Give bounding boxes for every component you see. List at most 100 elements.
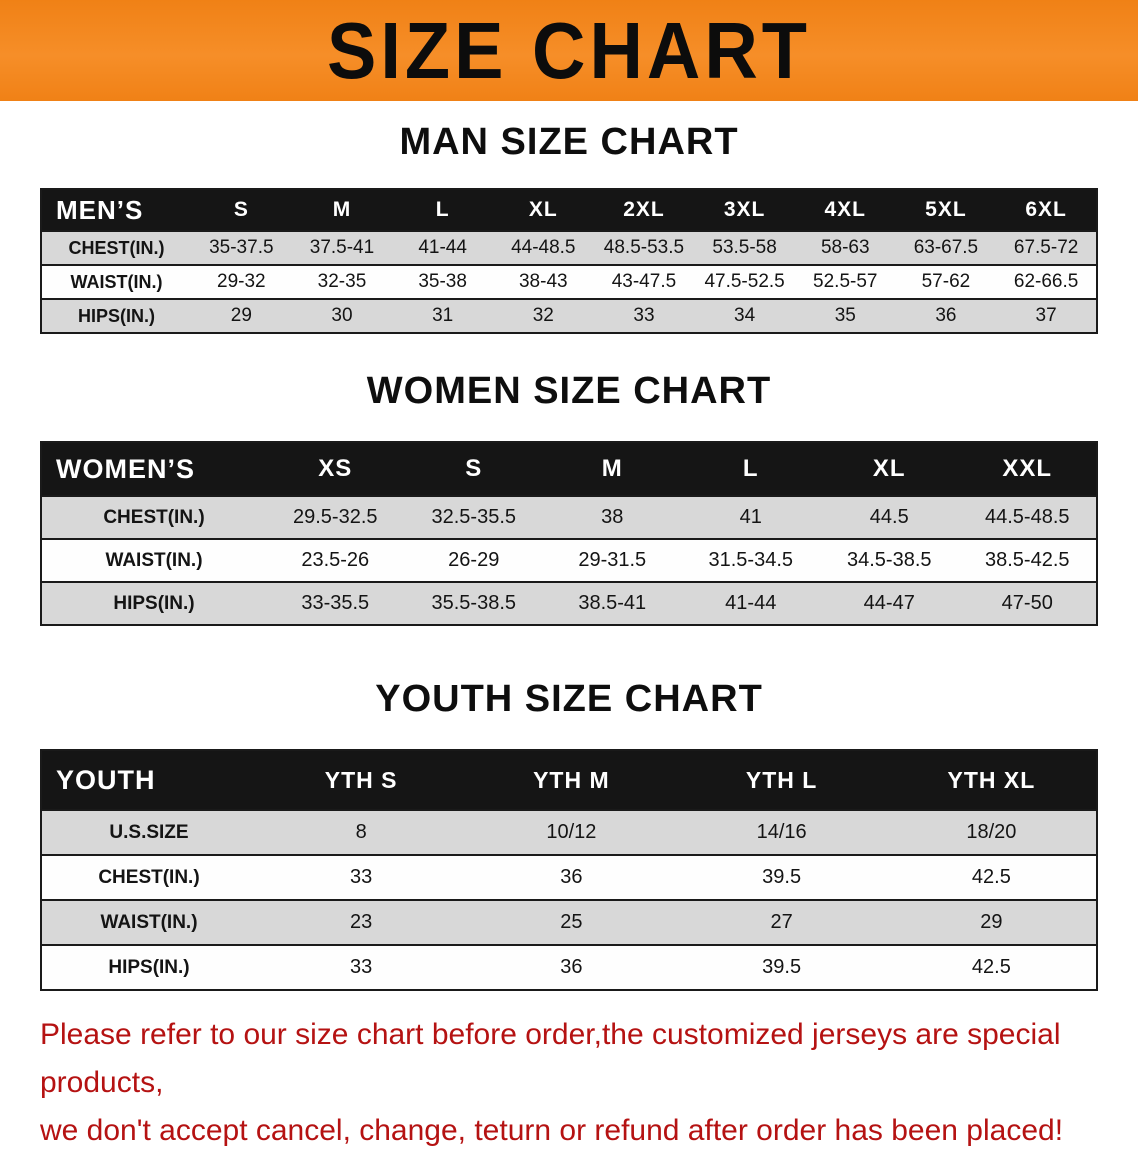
size-header-cell: 4XL xyxy=(824,198,867,221)
value-cell: 25 xyxy=(560,911,583,933)
value-cell: 52.5-57 xyxy=(813,271,878,292)
value-cell: 32 xyxy=(532,305,554,326)
size-header-cell: XL xyxy=(872,455,906,482)
size-header-cell: 3XL xyxy=(723,198,766,221)
women-size-table: WOMEN’S XS S M L XL XXL CHEST(IN.) 29.5-32.5 32.5… xyxy=(40,441,1098,626)
table-title-cell: WOMEN’S xyxy=(56,453,195,484)
value-cell: 32.5-35.5 xyxy=(431,506,516,528)
size-header-cell: YTH S xyxy=(324,766,398,793)
table-row: WAIST(IN.) 23.5-26 26-29 29-31.5 31.5-34.5 34… xyxy=(41,539,1097,582)
disclaimer: Please refer to our size chart before or… xyxy=(40,1011,1098,1155)
table-row: CHEST(IN.) 33 36 39.5 42.5 xyxy=(41,855,1097,900)
youth-section: YOUTH SIZE CHART YOUTH YTH S YTH M YTH L YTH… xyxy=(40,678,1098,991)
women-section: WOMEN SIZE CHART WOMEN’S XS S M L XL XXL CHEST(… xyxy=(40,370,1098,626)
size-header-cell: M xyxy=(332,198,352,221)
value-cell: 18/20 xyxy=(966,821,1017,843)
size-chart-banner: SIZE CHART xyxy=(0,0,1138,101)
value-cell: 26-29 xyxy=(448,549,500,571)
value-cell: 33 xyxy=(350,866,373,888)
size-header-cell: 6XL xyxy=(1025,198,1067,221)
value-cell: 38.5-42.5 xyxy=(984,549,1070,571)
row-label: HIPS(IN.) xyxy=(113,592,195,614)
value-cell: 23 xyxy=(350,911,373,933)
value-cell: 39.5 xyxy=(762,956,802,978)
row-label: HIPS(IN.) xyxy=(108,956,190,978)
youth-section-heading: YOUTH SIZE CHART xyxy=(375,678,763,720)
value-cell: 38 xyxy=(601,506,624,528)
value-cell: 8 xyxy=(355,821,367,843)
table-row: HIPS(IN.) 33-35.5 35.5-38.5 38.5-41 41-44 44-… xyxy=(41,582,1097,625)
table-header-row: WOMEN’S XS S M L XL XXL xyxy=(41,442,1097,496)
size-header-cell: YTH L xyxy=(745,766,818,793)
table-title-cell: MEN’S xyxy=(56,194,144,225)
men-section: MAN SIZE CHART MEN’S S M L XL 2XL 3XL 4XL 5XL 6XL… xyxy=(40,121,1098,334)
row-label: WAIST(IN.) xyxy=(100,911,198,933)
value-cell: 29 xyxy=(230,305,252,326)
value-cell: 62-66.5 xyxy=(1013,271,1079,292)
value-cell: 29.5-32.5 xyxy=(292,506,378,528)
youth-size-table: YOUTH YTH S YTH M YTH L YTH XL U.S.SIZE 8 10/12… xyxy=(40,749,1098,991)
value-cell: 35-37.5 xyxy=(209,237,274,258)
value-cell: 29-32 xyxy=(217,271,266,292)
women-section-heading: WOMEN SIZE CHART xyxy=(366,370,772,412)
value-cell: 36 xyxy=(560,866,583,888)
value-cell: 23.5-26 xyxy=(301,549,370,571)
value-cell: 39.5 xyxy=(762,866,802,888)
value-cell: 33 xyxy=(350,956,373,978)
value-cell: 35-38 xyxy=(418,271,467,292)
value-cell: 47.5-52.5 xyxy=(704,271,785,292)
value-cell: 44.5-48.5 xyxy=(984,506,1070,528)
size-header-cell: XL xyxy=(528,198,558,221)
size-header-cell: L xyxy=(742,455,759,482)
value-cell: 41-44 xyxy=(725,592,777,614)
size-header-cell: M xyxy=(601,455,623,482)
size-header-cell: YTH M xyxy=(533,766,610,793)
value-cell: 44-47 xyxy=(863,592,915,614)
disclaimer-line: we don't accept cancel, change, teturn o… xyxy=(40,1114,1064,1147)
men-section-heading: MAN SIZE CHART xyxy=(399,121,739,163)
value-cell: 34.5-38.5 xyxy=(846,549,932,571)
size-header-cell: 5XL xyxy=(925,198,967,221)
value-cell: 31.5-34.5 xyxy=(708,549,793,571)
value-cell: 57-62 xyxy=(921,271,971,292)
value-cell: 41-44 xyxy=(418,237,467,258)
value-cell: 35.5-38.5 xyxy=(431,592,516,614)
size-header-cell: XS xyxy=(318,455,353,482)
table-row: HIPS(IN.) 29 30 31 32 33 34 35 36 37 xyxy=(41,299,1097,333)
table-header-row: MEN’S S M L XL 2XL 3XL 4XL 5XL 6XL xyxy=(41,189,1097,231)
value-cell: 10/12 xyxy=(546,821,597,843)
value-cell: 42.5 xyxy=(971,956,1011,978)
men-size-table: MEN’S S M L XL 2XL 3XL 4XL 5XL 6XL CHEST(IN.) 35-37… xyxy=(40,188,1098,334)
value-cell: 36 xyxy=(935,305,957,326)
page-content: MAN SIZE CHART MEN’S S M L XL 2XL 3XL 4XL 5XL 6XL… xyxy=(0,121,1138,1155)
size-header-cell: 2XL xyxy=(623,198,665,221)
value-cell: 27 xyxy=(770,911,793,933)
value-cell: 37 xyxy=(1035,305,1057,326)
row-label: HIPS(IN.) xyxy=(77,305,155,326)
table-row: HIPS(IN.) 33 36 39.5 42.5 xyxy=(41,945,1097,990)
size-header-cell: L xyxy=(435,198,450,221)
value-cell: 63-67.5 xyxy=(913,237,979,258)
value-cell: 29 xyxy=(980,911,1003,933)
value-cell: 47-50 xyxy=(1001,592,1053,614)
size-header-cell: YTH XL xyxy=(947,766,1036,793)
row-label: WAIST(IN.) xyxy=(105,549,203,571)
table-row: WAIST(IN.) 29-32 32-35 35-38 38-43 43-47.5 47.… xyxy=(41,265,1097,299)
value-cell: 44.5 xyxy=(869,506,909,528)
size-header-cell: S xyxy=(465,455,483,482)
row-label: CHEST(IN.) xyxy=(68,237,165,258)
value-cell: 29-31.5 xyxy=(578,549,647,571)
value-cell: 41 xyxy=(739,506,762,528)
value-cell: 38.5-41 xyxy=(578,592,647,614)
value-cell: 42.5 xyxy=(971,866,1011,888)
table-row: CHEST(IN.) 29.5-32.5 32.5-35.5 38 41 44.5 44.5… xyxy=(41,496,1097,539)
disclaimer-line: Please refer to our size chart before or… xyxy=(40,1018,1061,1099)
banner-title: SIZE CHART xyxy=(327,5,811,96)
table-title-cell: YOUTH xyxy=(56,764,156,795)
value-cell: 33-35.5 xyxy=(301,592,370,614)
row-label: WAIST(IN.) xyxy=(70,271,163,292)
row-label: CHEST(IN.) xyxy=(98,866,200,888)
table-row: CHEST(IN.) 35-37.5 37.5-41 41-44 44-48.5 48.5… xyxy=(41,231,1097,265)
value-cell: 44-48.5 xyxy=(511,237,576,258)
value-cell: 36 xyxy=(560,956,583,978)
